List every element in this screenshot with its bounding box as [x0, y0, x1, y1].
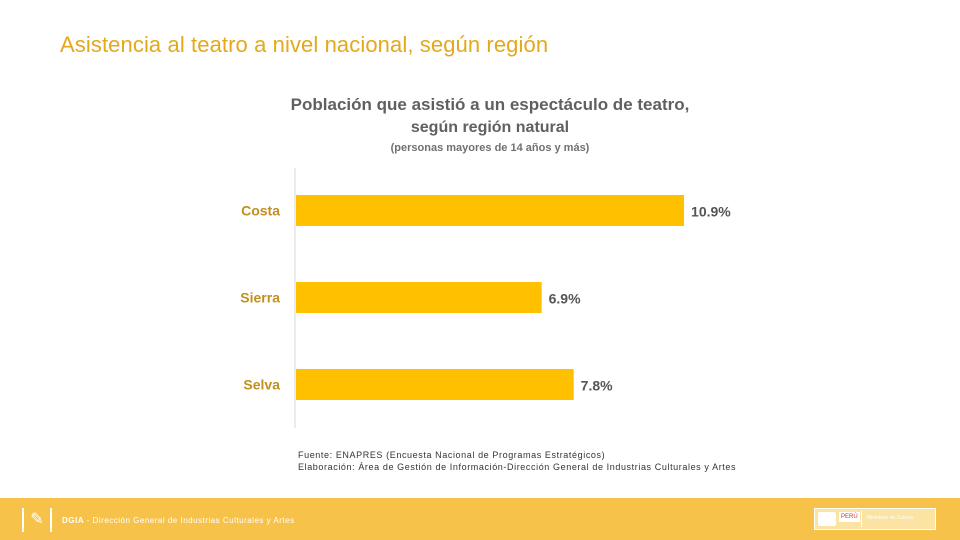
category-label: Sierra: [240, 290, 280, 306]
category-label: Selva: [243, 377, 280, 393]
elaboration-line: Elaboración: Área de Gestión de Informac…: [298, 462, 737, 472]
peru-label: PERÚ: [839, 512, 860, 522]
bracket-logo-icon: ✎: [22, 508, 52, 532]
badge-divider: [861, 511, 862, 527]
data-label: 7.8%: [581, 378, 613, 394]
chart-title-line2: según región natural: [410, 119, 570, 136]
bar-chart: Costa 10.9% Sierra 6.9% Selva 7.8%: [240, 168, 731, 428]
source-note: Fuente: ENAPRES (Encuesta Nacional de Pr…: [298, 449, 736, 473]
chart-title: Población que asistió a un espectáculo d…: [290, 95, 690, 114]
footer-acronym: DGIA: [62, 516, 84, 525]
data-label: 6.9%: [549, 291, 581, 307]
footer-text: DGIA - Dirección General de Industrias C…: [62, 516, 295, 525]
coat-of-arms-icon: [818, 512, 836, 526]
slide-title: Asistencia al teatro a nivel nacional, s…: [60, 32, 549, 57]
footer-description: - Dirección General de Industrias Cultur…: [84, 516, 295, 525]
source-line: Fuente: ENAPRES (Encuesta Nacional de Pr…: [298, 450, 606, 460]
ministry-badge: PERÚ Ministerio de Cultura: [814, 508, 936, 530]
chart-subtitle: (personas mayores de 14 años y más): [390, 142, 590, 154]
data-label: 10.9%: [691, 204, 731, 220]
bar-selva: [296, 369, 574, 400]
footer-bar: ✎ DGIA - Dirección General de Industrias…: [0, 498, 960, 540]
category-label: Costa: [241, 203, 280, 219]
bar-costa: [296, 195, 685, 226]
ministry-name: Ministerio de Cultura: [867, 515, 913, 521]
bar-sierra: [296, 282, 542, 313]
